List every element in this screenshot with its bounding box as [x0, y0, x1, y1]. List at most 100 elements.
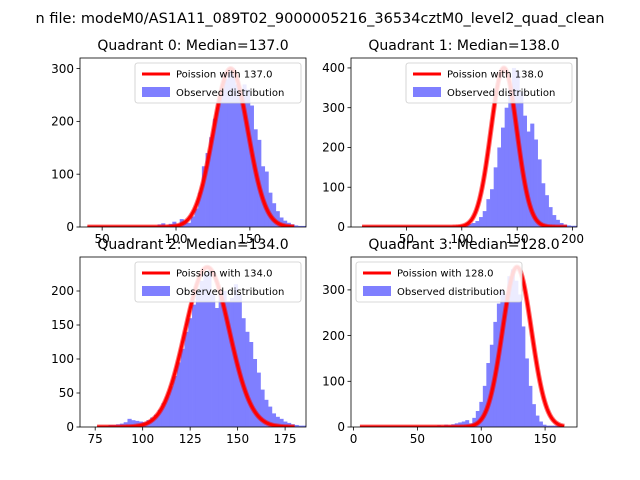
histogram-bar — [508, 87, 513, 227]
histogram-bar — [241, 318, 246, 427]
panel-1: 50 100 150 200 0 100 200 300 400 Quadrant 1: Medi… — [322, 38, 584, 246]
poisson-curve — [361, 66, 568, 227]
histogram-bar — [268, 406, 273, 427]
histogram-bar — [227, 71, 232, 227]
histogram-bar — [468, 223, 473, 227]
y-tick-label: 50 — [59, 386, 74, 400]
histogram-bar — [203, 274, 208, 427]
histogram-bar — [544, 195, 549, 227]
histogram-bar — [194, 208, 199, 227]
panel-title: Quadrant 1: Median=138.0 — [368, 38, 559, 54]
histogram-bar — [180, 348, 185, 427]
histogram-bar — [486, 199, 491, 227]
histogram-bar — [548, 207, 553, 227]
histogram-bar — [294, 424, 299, 427]
x-tick-label: 150 — [226, 432, 249, 446]
histogram-bar — [497, 147, 502, 227]
panels: 50 100 150 0 100 200 300 Quadrant 0: Median=137… — [51, 38, 584, 446]
histogram-bar — [131, 420, 136, 427]
histogram-bar — [475, 221, 480, 227]
y-tick-label: 0 — [337, 220, 345, 234]
y-tick-label: 200 — [51, 284, 74, 298]
histogram-bar — [231, 68, 236, 227]
legend-label-observed: Observed distribution — [176, 88, 284, 99]
histogram-bar — [503, 294, 508, 427]
panel-0: 50 100 150 0 100 200 300 Quadrant 0: Median=137… — [51, 38, 307, 246]
x-tick-label: 100 — [131, 432, 154, 446]
histogram-bar — [542, 424, 547, 427]
histogram-bar — [555, 219, 560, 227]
histogram-bar — [275, 416, 280, 427]
histogram-bar — [260, 389, 265, 427]
panel-2: 75 100 125 150 175 0 50 100 150 200 Quadrant 2: Me… — [51, 237, 314, 446]
legend-box — [134, 261, 302, 303]
histogram-bar — [211, 294, 216, 427]
legend-label-fit: Poission with 137.0 — [176, 70, 272, 81]
histogram-bar — [176, 362, 182, 427]
histogram-bar — [216, 102, 221, 227]
x-tick-label: 100 — [165, 232, 188, 246]
histogram-bar — [526, 131, 531, 227]
histogram-bar — [268, 192, 273, 227]
histogram-bar — [530, 123, 535, 227]
x-tick-label: 150 — [238, 232, 261, 246]
histogram-bar — [528, 385, 533, 427]
histogram-bar — [256, 372, 261, 427]
histogram-bar — [514, 280, 519, 427]
y-tick-label: 200 — [322, 329, 345, 343]
y-tick-label: 100 — [51, 352, 74, 366]
legend-label-observed: Observed distribution — [447, 88, 555, 99]
histogram-bar — [209, 137, 214, 227]
y-tick-label: 100 — [322, 180, 345, 194]
histogram-bar — [482, 211, 487, 227]
y-tick-label: 150 — [51, 318, 74, 332]
x-tick-label: 175 — [274, 432, 297, 446]
histogram-bar — [161, 403, 166, 427]
panel-title: Quadrant 2: Median=134.0 — [97, 237, 288, 253]
histogram-bar — [192, 304, 197, 427]
legend-label-fit: Poission with 138.0 — [447, 70, 543, 81]
legend-label-fit: Poission with 134.0 — [176, 269, 272, 280]
axes-frame — [350, 57, 578, 228]
histogram-bar — [187, 222, 192, 227]
legend-label-fit: Poission with 128.0 — [397, 269, 493, 280]
histogram-bar — [493, 167, 498, 227]
histogram-bar — [222, 291, 227, 427]
histogram-bar — [310, 426, 314, 427]
y-tick-label: 0 — [337, 420, 345, 434]
histogram-bar — [235, 84, 240, 227]
y-tick-label: 100 — [322, 375, 345, 389]
legend-box — [134, 62, 302, 104]
axes-frame — [79, 57, 307, 228]
histogram-bar — [302, 425, 306, 427]
histogram-bar — [188, 318, 193, 427]
x-tick-label: 75 — [88, 432, 103, 446]
x-tick-label: 50 — [95, 232, 110, 246]
histogram-bar — [507, 276, 512, 427]
histogram-bar — [237, 294, 242, 427]
histogram-bar — [510, 269, 515, 427]
histogram-bar — [521, 326, 526, 427]
histogram-bar — [205, 153, 210, 227]
histogram-bar — [471, 223, 476, 227]
histogram-bar — [297, 225, 302, 227]
legend-box — [405, 62, 573, 104]
histogram-bar — [486, 363, 491, 427]
y-tick-label: 300 — [51, 62, 74, 76]
histogram-bar — [553, 425, 557, 427]
histogram-bar — [199, 280, 204, 427]
histogram-bar — [275, 211, 280, 227]
histogram-bar — [245, 331, 250, 427]
panel-3: 0 50 100 150 0 100 200 300 Quadrant 3: Median=12… — [322, 237, 578, 446]
histogram-bar — [570, 225, 575, 227]
legend-label-observed: Observed distribution — [176, 287, 284, 298]
histogram-bar — [198, 192, 203, 227]
histogram-bar — [552, 215, 557, 227]
histogram-bar — [479, 401, 484, 427]
legend-bar-swatch — [142, 87, 170, 97]
histogram-bar — [511, 67, 517, 227]
histogram-bar — [264, 171, 269, 227]
panel-title: Quadrant 3: Median=128.0 — [368, 237, 559, 253]
histogram-bar — [546, 425, 550, 427]
histogram-bar — [220, 89, 225, 227]
